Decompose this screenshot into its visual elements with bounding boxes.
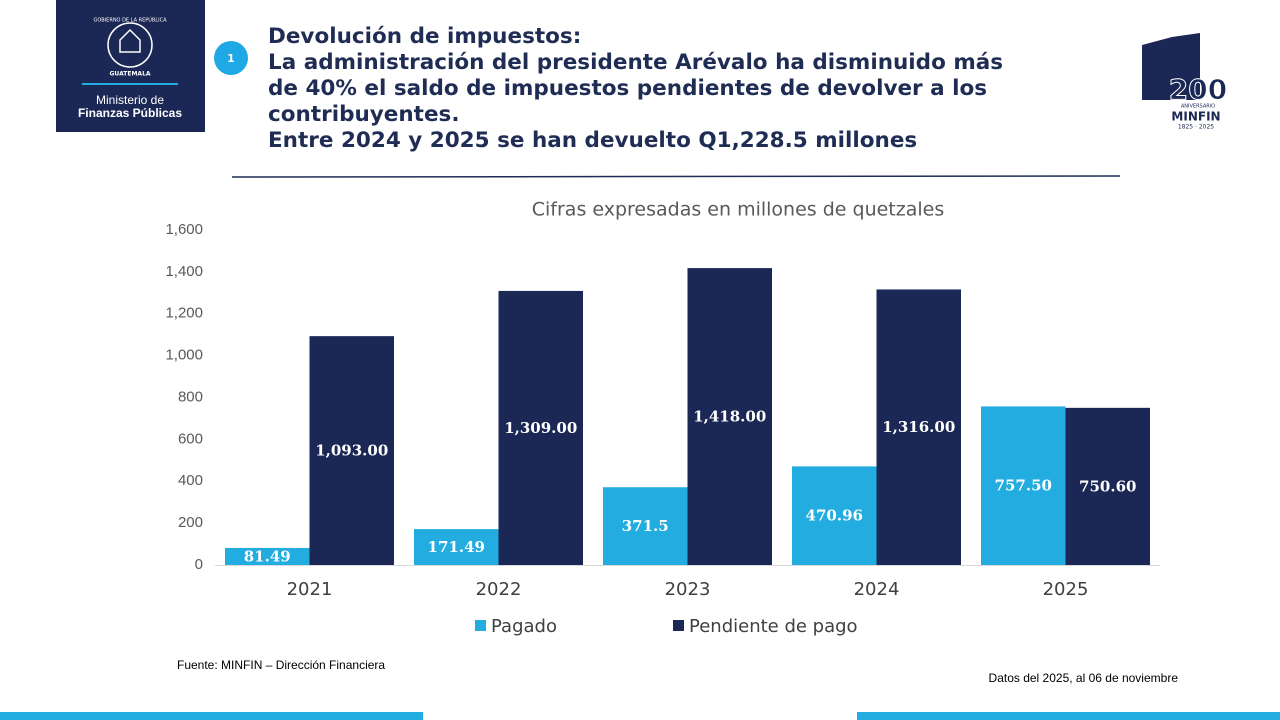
title-line: Entre 2024 y 2025 se han devuelto Q1,228…: [268, 128, 917, 153]
title-line: Devolución de impuestos:: [268, 24, 581, 49]
bar: [792, 466, 877, 565]
legend-swatch: [475, 620, 486, 631]
anniversary-caption: ANIVERSARIO: [1181, 104, 1215, 110]
y-tick-label: 1,400: [165, 263, 203, 280]
badge-number: 1: [227, 52, 235, 65]
bar: [603, 487, 688, 565]
seal-bottom: GUATEMALA: [109, 71, 150, 78]
source: Fuente: MINFIN – Dirección Financiera: [177, 658, 385, 672]
header-rule: [231, 175, 1121, 178]
y-tick-label: 400: [178, 472, 203, 489]
bar: [414, 529, 499, 565]
seal-icon: [119, 28, 141, 53]
date-note: Datos del 2025, al 06 de noviembre: [989, 671, 1179, 685]
logo-left-bg: [56, 0, 205, 132]
bar: [309, 336, 394, 565]
anniversary-number: 200: [1169, 73, 1227, 106]
value-label: 757.50: [995, 477, 1052, 495]
minfin: MINFIN: [1171, 110, 1220, 124]
x-tick-label: 2025: [1043, 579, 1089, 600]
footer-bar: [857, 712, 1280, 720]
bar: [876, 289, 961, 565]
value-label: 470.96: [806, 507, 863, 525]
title-line: de 40% el saldo de impuestos pendientes …: [268, 76, 987, 101]
bar: [498, 290, 583, 565]
building-icon: [1142, 33, 1200, 100]
chart-subtitle: Cifras expresadas en millones de quetzal…: [532, 199, 944, 221]
bar: [981, 406, 1066, 565]
y-tick-label: 1,600: [165, 221, 203, 238]
x-tick-label: 2022: [476, 579, 522, 600]
value-label: 171.49: [428, 538, 485, 556]
x-tick-label: 2024: [854, 579, 900, 600]
value-label: 1,316.00: [882, 418, 955, 436]
seal-top: GOBIERNO DE LA REPÚBLICA: [93, 17, 167, 24]
title-block: Devolución de impuestos:La administració…: [268, 24, 1003, 153]
x-tick-label: 2021: [287, 579, 333, 600]
logo-line1: Ministerio de: [96, 93, 164, 107]
y-tick-label: 0: [195, 556, 203, 573]
legend-label: Pendiente de pago: [689, 616, 858, 637]
bar: [225, 547, 310, 565]
plot: 0 200 400 600 800 1,000 1,200 1,400 1,600 2021 81.…: [165, 221, 1150, 637]
legend-label: Pagado: [491, 616, 557, 637]
footer-bar: [0, 712, 423, 720]
value-label: 750.60: [1079, 477, 1136, 495]
badge: [214, 41, 248, 75]
x-tick-label: 2023: [665, 579, 711, 600]
value-label: 81.49: [244, 547, 291, 565]
legend-swatch: [673, 620, 684, 631]
y-tick-label: 1,000: [165, 347, 203, 364]
y-tick-label: 200: [178, 514, 203, 531]
bar: [1065, 407, 1150, 565]
title-line: La administración del presidente Arévalo…: [268, 50, 1003, 75]
bar: [687, 268, 772, 565]
value-label: 371.5: [622, 517, 669, 535]
value-label: 1,418.00: [693, 408, 766, 426]
years: 1825 · 2025: [1178, 124, 1214, 131]
title-line: contribuyentes.: [268, 102, 460, 127]
y-tick-label: 800: [178, 388, 203, 405]
seal: [107, 22, 153, 68]
logo-line2: Finanzas Públicas: [78, 106, 182, 120]
value-label: 1,093.00: [315, 442, 388, 460]
y-tick-label: 1,200: [165, 305, 203, 322]
y-tick-label: 600: [178, 430, 203, 447]
value-label: 1,309.00: [504, 419, 577, 437]
